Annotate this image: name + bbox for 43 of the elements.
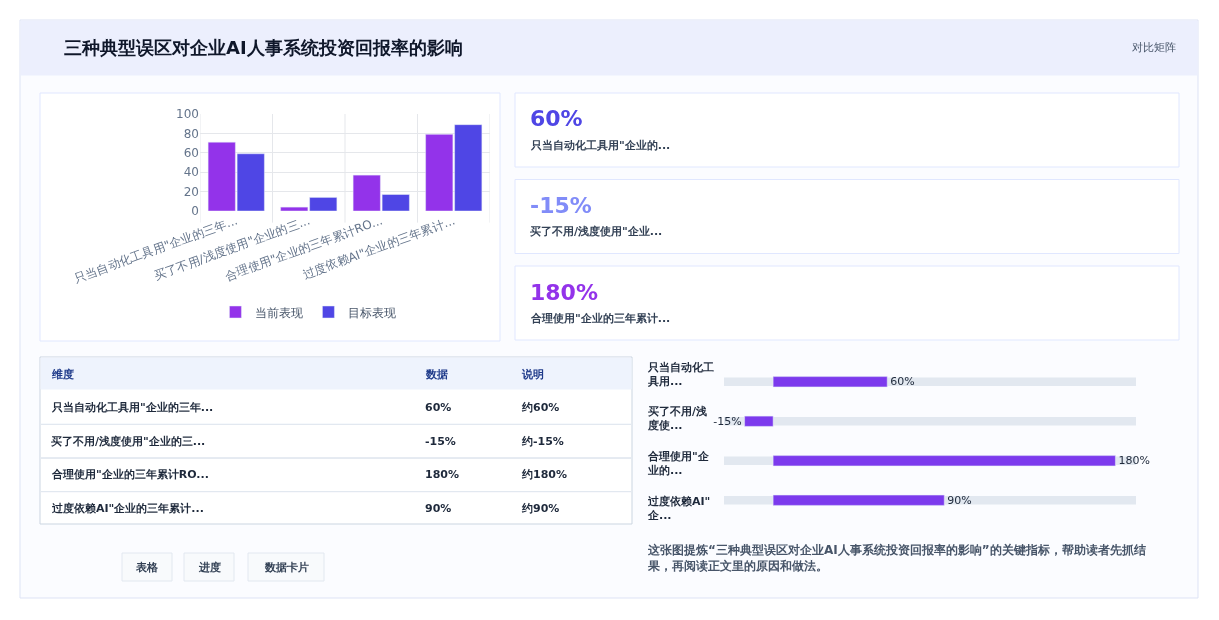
text: 数据卡片	[264, 561, 309, 574]
text: 对比矩阵	[1132, 41, 1176, 54]
y-tick-label: 过度依赖AI"企...	[647, 495, 711, 523]
text: 约90%	[521, 502, 560, 515]
text: 合理使用"企业的三年累计...	[530, 312, 671, 325]
text: 合理使用"企业的三年累计RO...	[51, 468, 209, 481]
y-tick-label: 合理使用"企业的...	[647, 450, 710, 478]
text: 约180%	[521, 468, 567, 481]
text: 180%	[425, 468, 459, 481]
y-tick-label: 0	[191, 204, 199, 219]
text: 约60%	[521, 401, 560, 414]
text: 买了不用/浅度使用"企业的三...	[51, 435, 206, 448]
y-tick-label: 20	[183, 184, 199, 199]
text: 60%	[530, 106, 583, 131]
text: 只当自动化工具用"企业的三年...	[51, 401, 214, 414]
text: 说明	[521, 368, 544, 381]
text: 过度依赖AI"企业的三年累计...	[51, 502, 204, 515]
y-tick-label: 40	[183, 165, 199, 180]
data-label: 180%	[1118, 454, 1150, 468]
y-tick-label: 80	[183, 126, 199, 141]
text: 这张图提炼“三种典型误区对企业AI人事系统投资回报率的影响”的关键指标，帮助读者先抓结果，再阅读正文里的原因和做法。	[647, 543, 1146, 573]
legend-label: 目标表现	[348, 305, 397, 320]
text: 180%	[530, 280, 598, 305]
text: -15%	[530, 193, 592, 218]
text: 进度	[198, 561, 221, 574]
data-label: -15%	[713, 414, 742, 428]
text: 90%	[425, 502, 452, 515]
text: 约-15%	[521, 435, 564, 448]
text: 买了不用/浅度使用"企业...	[530, 225, 663, 238]
text: 维度	[51, 368, 74, 381]
text: 60%	[425, 401, 452, 414]
data-label: 60%	[890, 375, 915, 389]
data-label: 90%	[947, 493, 972, 507]
y-tick-label: 只当自动化工具用...	[647, 361, 714, 389]
text: 数据	[425, 368, 448, 381]
text: 只当自动化工具用"企业的...	[530, 139, 671, 152]
y-tick-label: 100	[176, 107, 199, 122]
text: -15%	[425, 435, 456, 448]
y-tick-label: 买了不用/浅度使...	[647, 405, 708, 433]
legend-label: 当前表现	[255, 305, 304, 320]
y-tick-label: 60	[183, 146, 199, 160]
text: 三种典型误区对企业AI人事系统投资回报率的影响	[64, 37, 463, 58]
text: 表格	[135, 561, 159, 574]
